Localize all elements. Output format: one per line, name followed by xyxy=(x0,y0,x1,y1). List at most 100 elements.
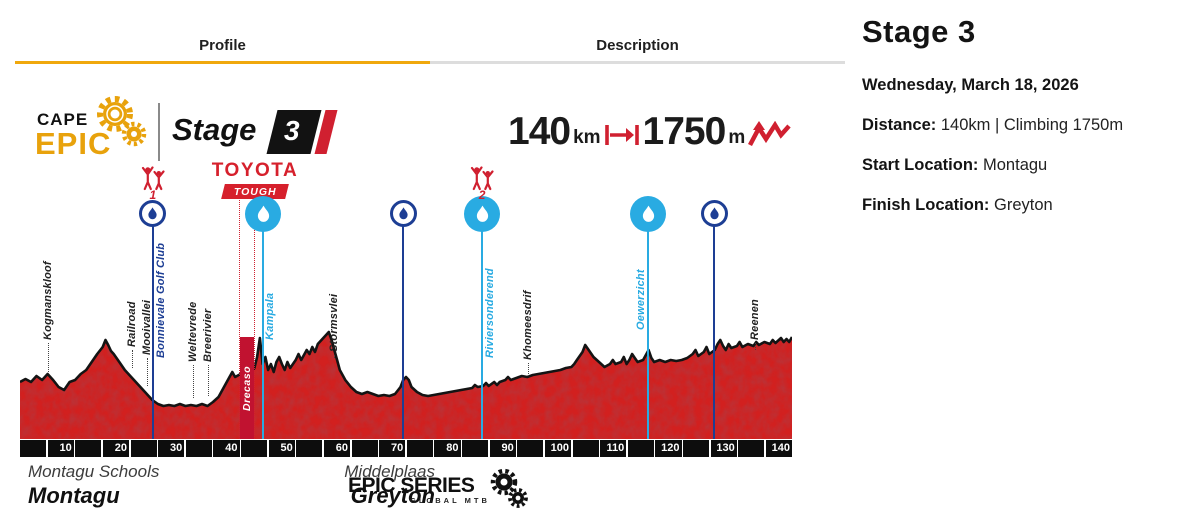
axis-tick-label: 40 xyxy=(225,442,238,454)
axis-tick-label: 50 xyxy=(280,442,293,454)
axis-segment xyxy=(75,440,102,457)
axis-segment xyxy=(738,440,765,457)
stage-finish-location: Finish Location: Greyton xyxy=(862,196,1053,214)
axis-segment: 70 xyxy=(379,440,406,457)
start-sublabel: Montagu Schools xyxy=(28,462,160,481)
epic-series-text: EPIC SERIES xyxy=(348,474,475,497)
landmark-leader-line xyxy=(208,365,210,396)
distance-unit: km xyxy=(573,127,601,148)
waterpoint-stem xyxy=(402,226,405,439)
tab-description[interactable]: Description xyxy=(596,37,679,54)
waterpoint-marker xyxy=(389,200,417,227)
route-marker-dotted-line xyxy=(254,197,256,439)
sponsor-name: TOYOTA xyxy=(211,160,299,181)
sponsor-logo: TOYOTA TOUGH xyxy=(208,160,302,199)
waterpoint-marker xyxy=(139,200,167,227)
landmark-label-reenen: Reenen xyxy=(749,299,762,340)
axis-segment xyxy=(185,440,212,457)
waterpoint-marker xyxy=(464,196,501,232)
tab-profile[interactable]: Profile xyxy=(199,37,246,54)
landmark-leader-line xyxy=(131,350,133,368)
landmark-label-kogmanskloof: Kogmanskloof xyxy=(42,261,55,340)
axis-segment xyxy=(20,440,47,457)
axis-segment xyxy=(683,440,710,457)
waterpoint-marker xyxy=(700,200,728,227)
gear-icon xyxy=(87,94,159,157)
landmark-leader-line xyxy=(146,358,148,386)
axis-tick-label: 90 xyxy=(501,442,514,454)
axis-segment: 90 xyxy=(489,440,516,457)
spectator-icon xyxy=(470,166,494,191)
landmark-leader-line xyxy=(755,343,757,350)
landmark-leader-line xyxy=(48,343,50,372)
distance-axis: 10 20 30 40 50 60 70 80 90 100 110 120 130 140 xyxy=(20,440,792,457)
axis-segment: 50 xyxy=(268,440,295,457)
waterpoint-stem xyxy=(151,226,155,439)
axis-segment: 40 xyxy=(213,440,240,457)
axis-tick-label: 20 xyxy=(114,442,127,454)
landmark-label-bonnievale-golf-club: Bonnievale Golf Club xyxy=(154,242,167,358)
epic-series-subtext: GLOBAL MTB xyxy=(410,496,490,505)
stage-profile-chart: CAPE EPIC Stage xyxy=(0,90,845,527)
water-drop-icon xyxy=(148,207,158,220)
axis-segment xyxy=(572,440,599,457)
waterpoint-stem xyxy=(713,226,716,439)
start-location-block: Montagu Schools Montagu xyxy=(28,462,159,509)
axis-segment: 30 xyxy=(158,440,185,457)
axis-segment xyxy=(296,440,323,457)
axis-segment xyxy=(351,440,378,457)
spectator-point-2: 2 xyxy=(466,166,498,202)
axis-tick-label: 120 xyxy=(661,442,680,454)
landmark-label-kampala: Kampala xyxy=(264,292,277,340)
landmark-label-riviersonderend: Riviersonderend xyxy=(483,268,496,358)
stage-number: 3 xyxy=(284,115,300,146)
finish-town: Greyton xyxy=(350,483,435,508)
route-marker-dotted-line xyxy=(239,197,241,439)
climbing-icon xyxy=(748,121,791,147)
finish-location-block: Middelplaas Greyton xyxy=(344,462,435,509)
landmark-label-railroad: Railroad xyxy=(125,301,138,347)
stage-wordmark: Stage xyxy=(172,112,257,147)
climb-value: 1750 xyxy=(642,110,727,153)
landmark-label: Drecaso xyxy=(241,365,254,411)
landmark-label-breerivier: Breerivier xyxy=(202,308,215,362)
tab-profile-active-indicator xyxy=(15,61,430,64)
stage-date: Wednesday, March 18, 2026 xyxy=(862,76,1079,94)
spectator-point-1: 1 xyxy=(137,166,169,202)
axis-segment xyxy=(627,440,654,457)
axis-segment: 60 xyxy=(323,440,350,457)
axis-tick-label: 60 xyxy=(335,442,348,454)
axis-tick-label: 140 xyxy=(771,442,790,454)
cape-epic-logo-epic-text: EPIC xyxy=(35,126,112,161)
cape-epic-logo-cape-text: CAPE xyxy=(37,110,89,129)
stage-stats: 140 km 1750 m xyxy=(508,110,792,154)
landmark-leader-line xyxy=(193,365,195,398)
stage-number-badge: 3 xyxy=(266,110,338,154)
sponsor-tag: TOUGH xyxy=(233,185,277,198)
distance-value: 140 xyxy=(508,110,571,153)
spectator-point-number: 2 xyxy=(478,188,486,202)
landmark-label-stormsvlei: Stormsvlei xyxy=(327,293,340,352)
axis-tick-label: 100 xyxy=(550,442,569,454)
elevation-profile xyxy=(20,330,792,439)
stage-info-panel: Stage 3 Wednesday, March 18, 2026 Distan… xyxy=(862,14,1192,236)
axis-tick-label: 30 xyxy=(170,442,183,454)
axis-tick-label: 130 xyxy=(716,442,735,454)
landmark-label-khomeesdrif: Khomeesdrif xyxy=(522,290,535,360)
landmark-leader-line xyxy=(528,363,530,376)
climb-unit: m xyxy=(728,127,746,148)
axis-segment xyxy=(462,440,489,457)
start-town: Montagu xyxy=(28,483,120,508)
waterpoint-stem xyxy=(480,231,484,439)
axis-segment: 10 xyxy=(47,440,74,457)
axis-tick-label: 80 xyxy=(446,442,459,454)
waterpoint-stem xyxy=(646,231,650,439)
landmark-label-oewerzicht: Oewerzicht xyxy=(634,269,647,330)
axis-segment: 110 xyxy=(600,440,627,457)
axis-segment xyxy=(406,440,433,457)
waterpoint-marker xyxy=(630,196,667,232)
axis-segment: 130 xyxy=(710,440,737,457)
axis-tick-label: 70 xyxy=(391,442,404,454)
water-drop-icon xyxy=(642,205,654,222)
